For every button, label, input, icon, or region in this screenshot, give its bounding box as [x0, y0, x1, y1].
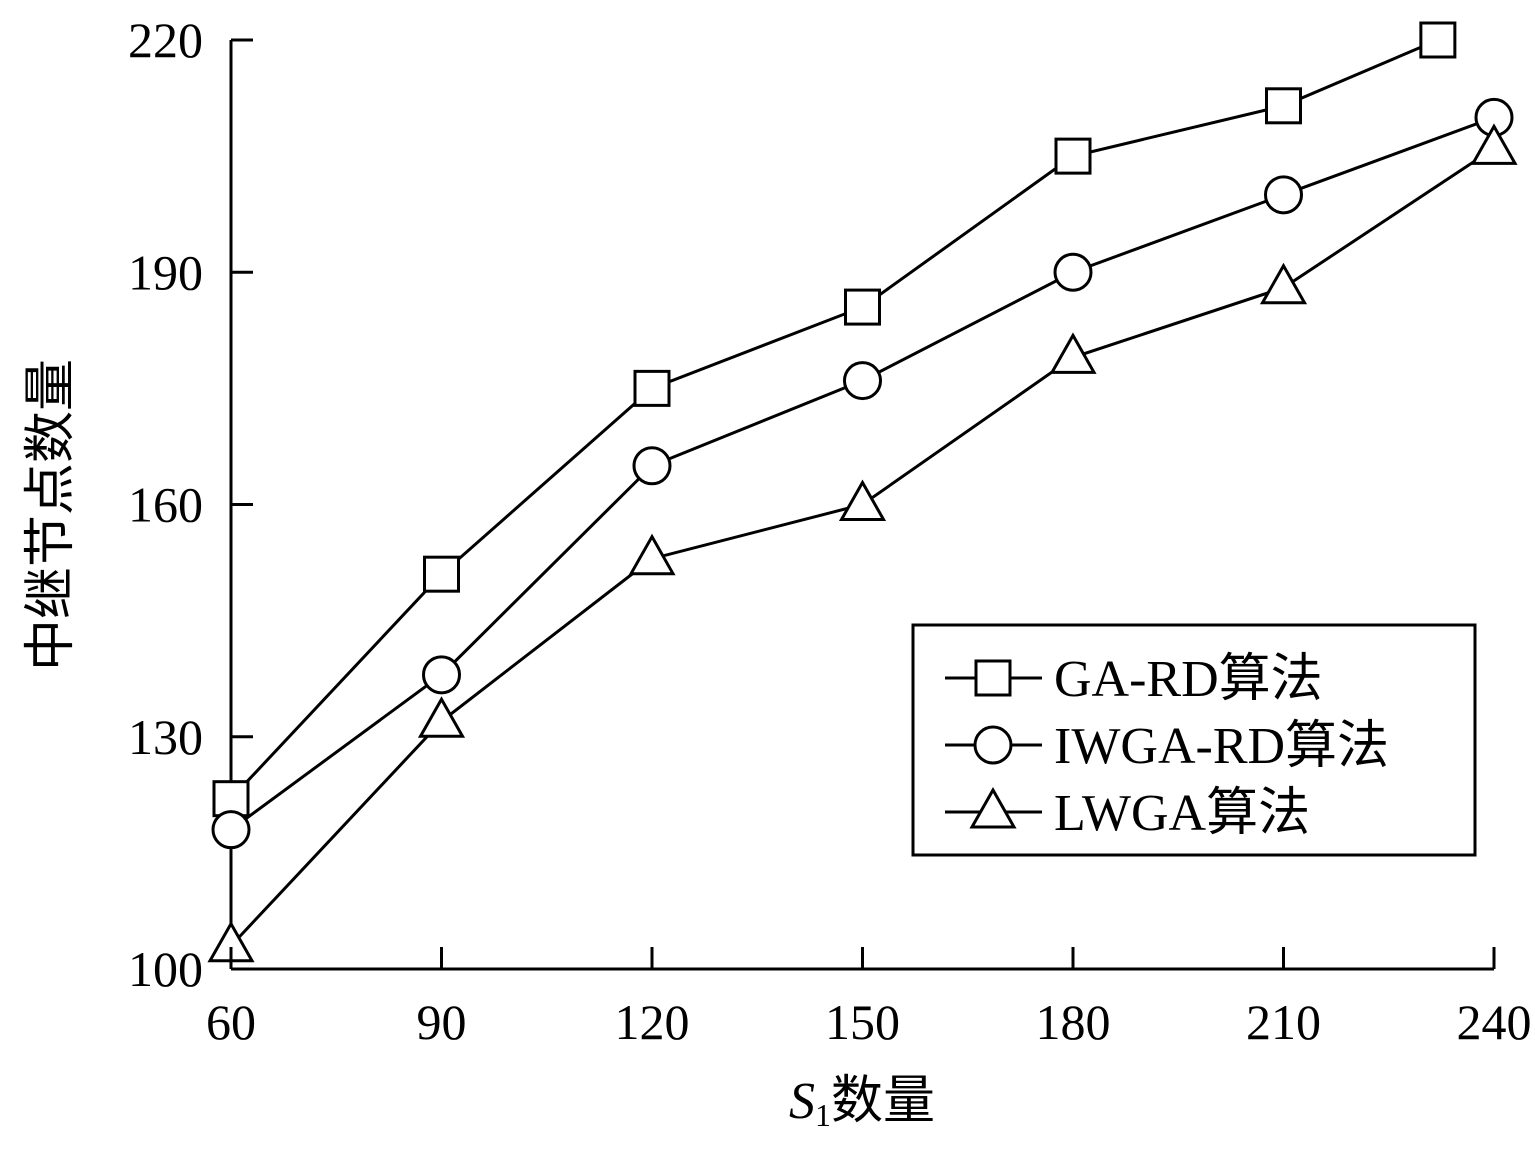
- y-tick-label: 100: [128, 941, 203, 997]
- x-tick-label: 120: [615, 994, 690, 1050]
- triangle-marker: [417, 696, 466, 738]
- legend: GA-RD算法 IWGA-RD算法 LWGA算法: [911, 623, 1477, 857]
- square-marker: [1054, 137, 1092, 175]
- x-tick-label: 210: [1246, 994, 1321, 1050]
- x-axis-label-main: S: [789, 1073, 815, 1130]
- x-axis-label-suffix: 数量: [831, 1073, 935, 1130]
- x-axis-label-subscript: 1: [815, 1097, 831, 1133]
- series-square: [212, 21, 1457, 818]
- x-tick-label: 150: [825, 994, 900, 1050]
- square-marker: [974, 659, 1012, 697]
- y-tick-label: 130: [128, 709, 203, 765]
- triangle-marker: [628, 533, 676, 576]
- series-triangle: [207, 123, 1518, 963]
- x-tick-label: 90: [417, 994, 467, 1050]
- y-tick-label: 190: [128, 244, 203, 300]
- circle-marker: [632, 446, 672, 486]
- x-ticks: 60 90 120 150 180 210 240: [206, 947, 1532, 1050]
- triangle-marker: [1259, 262, 1308, 305]
- circle-marker: [973, 725, 1013, 765]
- legend-item: IWGA-RD算法: [945, 718, 1389, 775]
- square-marker: [212, 780, 250, 818]
- legend-label: GA-RD算法: [1054, 651, 1323, 708]
- circle-marker: [211, 810, 251, 850]
- triangle-marker: [1470, 123, 1518, 165]
- series-circle: [211, 97, 1514, 850]
- x-tick-label: 60: [206, 994, 256, 1050]
- x-axis-label: S1数量: [789, 1073, 935, 1133]
- legend-item: GA-RD算法: [945, 651, 1323, 708]
- circle-marker: [843, 361, 882, 401]
- square-marker: [1265, 87, 1302, 125]
- circle-marker: [1264, 175, 1303, 215]
- square-marker: [1419, 21, 1457, 59]
- legend-label: IWGA-RD算法: [1054, 718, 1389, 775]
- x-tick-label: 180: [1036, 994, 1111, 1050]
- y-tick-label: 220: [128, 12, 203, 68]
- y-tick-label: 160: [128, 477, 203, 533]
- y-ticks: 100 130 160 190 220: [128, 12, 253, 997]
- circle-marker: [422, 655, 461, 695]
- square-marker: [633, 369, 671, 407]
- x-tick-label: 240: [1457, 994, 1532, 1050]
- square-marker: [423, 555, 460, 593]
- legend-label: LWGA算法: [1054, 785, 1310, 842]
- triangle-marker: [838, 479, 887, 521]
- y-axis-label: 中继节点数量: [23, 359, 80, 671]
- circle-marker: [1053, 252, 1093, 292]
- triangle-marker: [1049, 332, 1097, 374]
- triangle-marker: [969, 786, 1017, 829]
- legend-item: LWGA算法: [945, 785, 1310, 842]
- series-layer: [207, 21, 1518, 963]
- square-marker: [844, 288, 881, 326]
